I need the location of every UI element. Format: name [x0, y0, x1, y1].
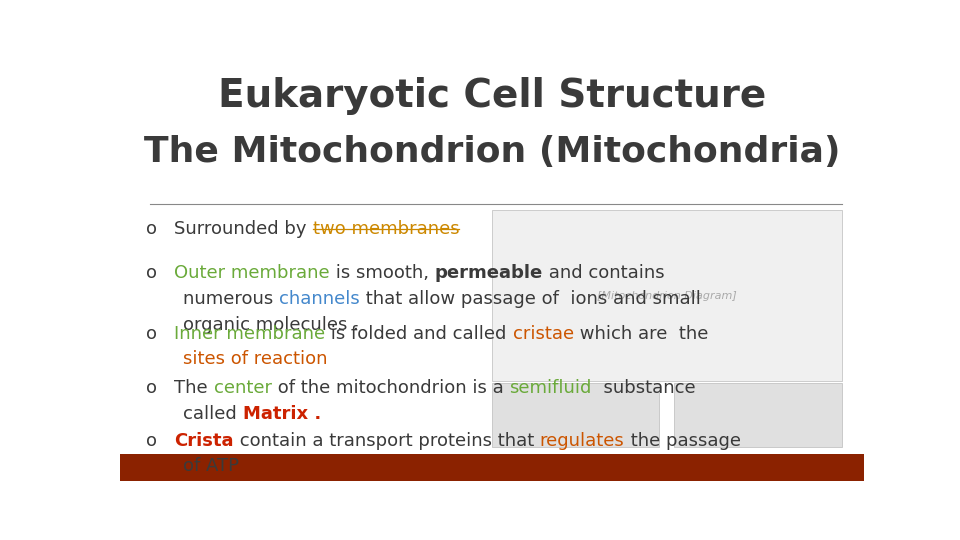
Text: o: o — [146, 220, 157, 238]
Text: The Mitochondrion (Mitochondria): The Mitochondrion (Mitochondria) — [144, 136, 840, 170]
Text: Surrounded by: Surrounded by — [175, 220, 313, 238]
Text: Matrix .: Matrix . — [243, 404, 321, 422]
Text: o: o — [146, 265, 157, 282]
Text: Crista: Crista — [175, 431, 234, 449]
Text: The: The — [175, 379, 214, 397]
Text: cristae: cristae — [513, 325, 574, 343]
Text: o: o — [146, 325, 157, 343]
Text: Outer membrane: Outer membrane — [175, 265, 330, 282]
Text: o: o — [146, 431, 157, 449]
Text: o: o — [146, 379, 157, 397]
Text: organic molecules .: organic molecules . — [183, 316, 359, 334]
Text: Inner membrane: Inner membrane — [175, 325, 325, 343]
Text: is smooth,: is smooth, — [330, 265, 435, 282]
Text: called: called — [183, 404, 243, 422]
Text: is folded and called: is folded and called — [325, 325, 513, 343]
Text: sites of reaction: sites of reaction — [183, 350, 327, 368]
Text: numerous: numerous — [183, 290, 279, 308]
Text: center: center — [214, 379, 272, 397]
FancyBboxPatch shape — [120, 454, 864, 481]
Text: the passage: the passage — [625, 431, 740, 449]
Text: regulates: regulates — [540, 431, 625, 449]
Text: and contains: and contains — [543, 265, 664, 282]
Text: which are  the: which are the — [574, 325, 708, 343]
Text: that allow passage of  ions and small: that allow passage of ions and small — [360, 290, 701, 308]
Text: Eukaryotic Cell Structure: Eukaryotic Cell Structure — [218, 77, 766, 115]
Text: [Mitochondrion Diagram]: [Mitochondrion Diagram] — [597, 291, 736, 301]
FancyBboxPatch shape — [492, 211, 842, 381]
Text: semifluid: semifluid — [509, 379, 591, 397]
Text: of ATP: of ATP — [183, 457, 239, 475]
Text: two membranes: two membranes — [313, 220, 459, 238]
FancyBboxPatch shape — [674, 383, 842, 447]
Text: of the mitochondrion is a: of the mitochondrion is a — [272, 379, 509, 397]
FancyBboxPatch shape — [492, 383, 660, 447]
Text: substance: substance — [591, 379, 695, 397]
Text: contain a transport proteins that: contain a transport proteins that — [234, 431, 540, 449]
Text: channels: channels — [279, 290, 360, 308]
Text: permeable: permeable — [435, 265, 543, 282]
